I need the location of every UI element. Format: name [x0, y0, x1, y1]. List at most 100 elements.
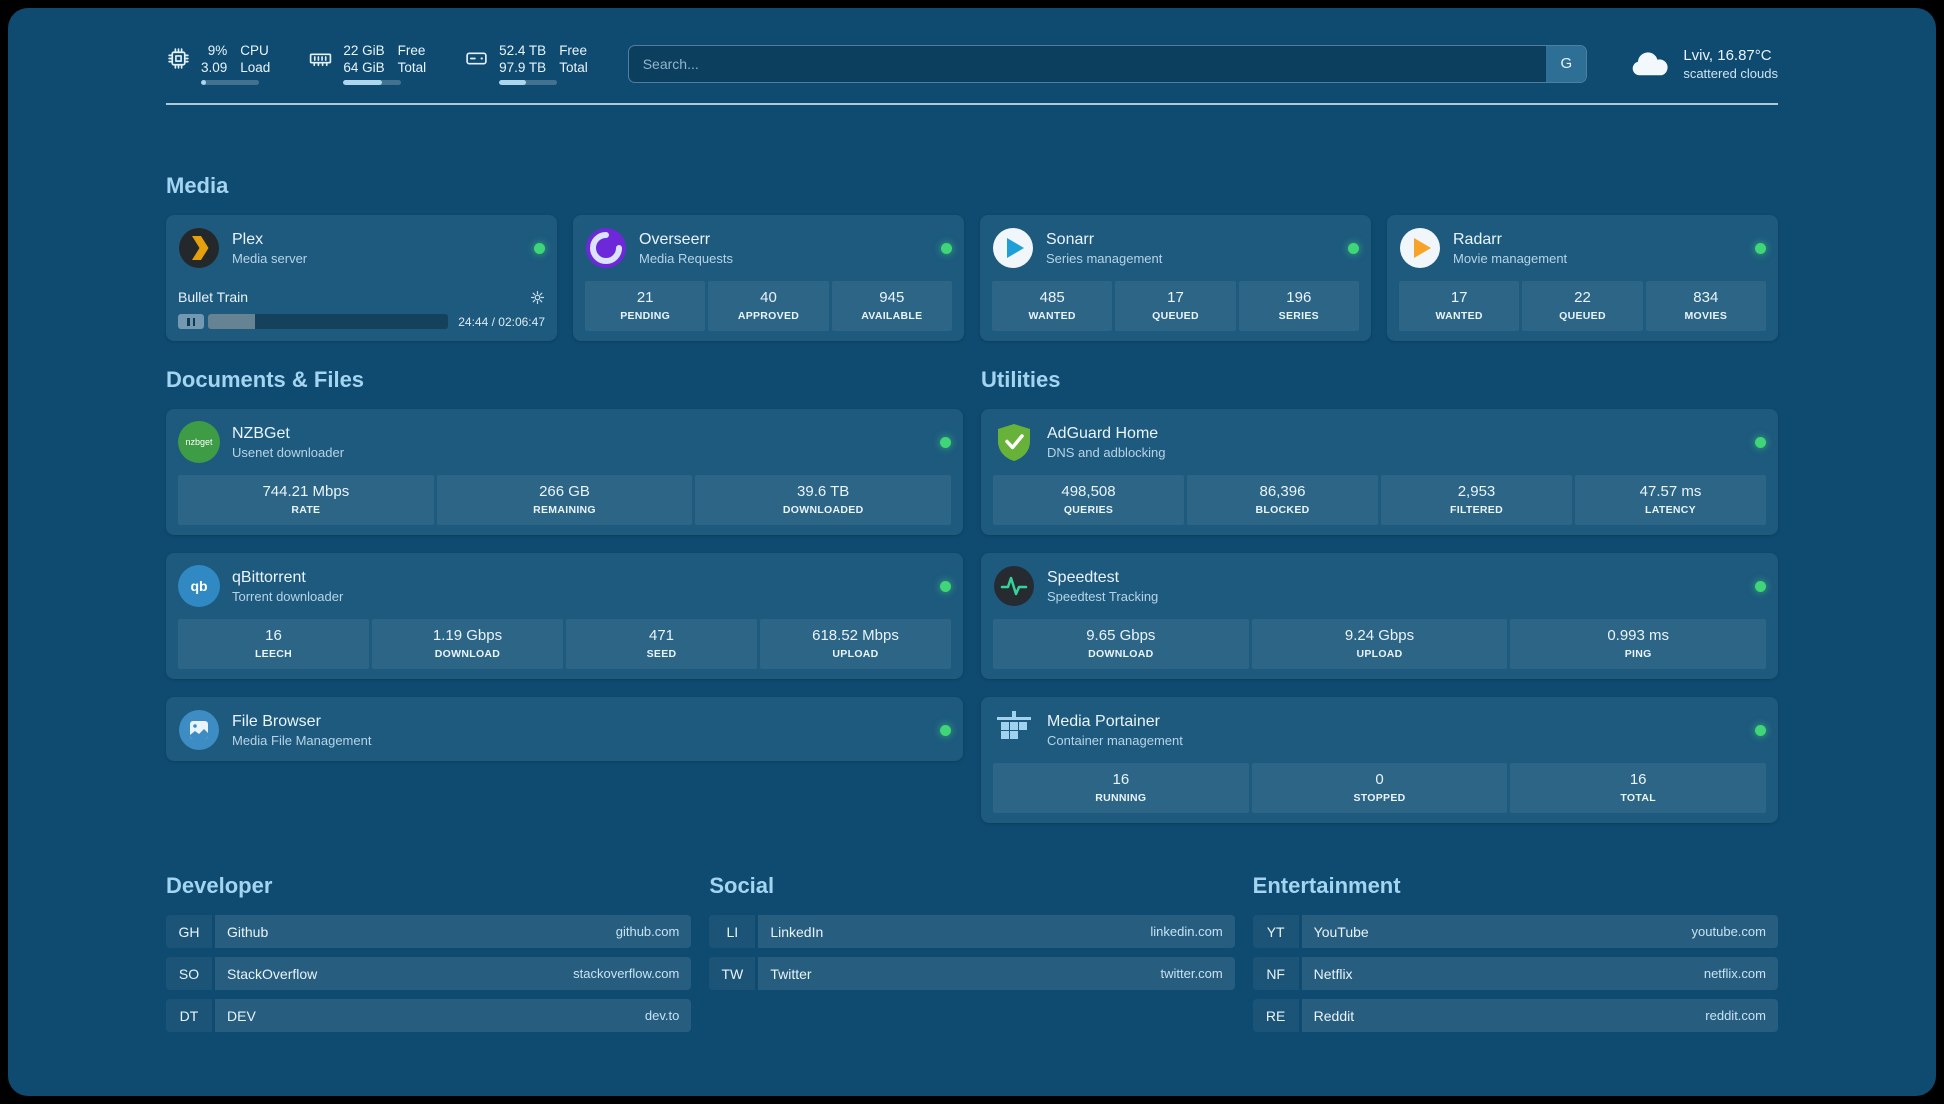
service-name: Speedtest	[1047, 568, 1120, 586]
bookmark-netflix[interactable]: NF Netflix netflix.com	[1252, 957, 1778, 990]
disk-progress-bar	[499, 80, 558, 85]
search-bar: G	[627, 44, 1588, 83]
cpu-load: 3.09	[201, 60, 228, 75]
system-widgets: 9% CPU 3.09 Load 22 GiB Free 64 GiB Tota…	[166, 42, 588, 85]
service-name: Radarr	[1453, 230, 1502, 248]
weather-location-temp: Lviv, 16.87°C	[1683, 46, 1772, 64]
filebrowser-icon	[178, 709, 220, 751]
service-card-sonarr[interactable]: Sonarr Series management 485 WANTED 17 Q…	[980, 215, 1371, 341]
bookmark-url: reddit.com	[1705, 1008, 1766, 1023]
stat-queries: 498,508 QUERIES	[993, 475, 1184, 525]
service-name: File Browser	[232, 712, 321, 730]
disk-total-label: Total	[559, 60, 588, 75]
service-name: AdGuard Home	[1047, 424, 1159, 442]
stat-total: 16 TOTAL	[1510, 763, 1767, 813]
search-provider-button[interactable]: G	[1546, 45, 1587, 82]
service-description: Torrent downloader	[232, 588, 344, 604]
service-card-radarr[interactable]: Radarr Movie management 17 WANTED 22 QUE…	[1387, 215, 1778, 341]
bookmark-url: dev.to	[644, 1008, 680, 1023]
cpu-progress-bar	[201, 80, 259, 85]
dashboard-app: 9% CPU 3.09 Load 22 GiB Free 64 GiB Tota…	[8, 8, 1936, 1096]
service-card-filebrowser[interactable]: File Browser Media File Management	[166, 697, 963, 761]
stat-running: 16 RUNNING	[993, 763, 1249, 813]
bookmark-reddit[interactable]: RE Reddit reddit.com	[1252, 999, 1778, 1032]
bookmark-url: netflix.com	[1703, 966, 1766, 981]
service-card-plex[interactable]: Plex Media server Bullet Train	[166, 215, 557, 341]
cloud-icon	[1627, 49, 1671, 79]
twitter-abbr-icon: TW	[709, 957, 756, 990]
cpu-load-label: Load	[240, 60, 271, 75]
section-utilities: Utilities AdGuard Home DNS and adblockin…	[981, 367, 1778, 823]
search-input[interactable]	[628, 45, 1547, 82]
radarr-icon	[1399, 227, 1441, 269]
disk-widget: 52.4 TB Free 97.9 TB Total	[464, 42, 588, 85]
speedtest-icon	[993, 565, 1035, 607]
status-dot	[1348, 242, 1359, 254]
pause-button[interactable]	[178, 314, 204, 329]
gear-icon[interactable]	[530, 290, 545, 305]
service-card-overseerr[interactable]: Overseerr Media Requests 21 PENDING 40 A…	[573, 215, 964, 341]
dev-abbr-icon: DT	[166, 999, 212, 1032]
service-description: Movie management	[1453, 250, 1568, 266]
service-card-portainer[interactable]: Media Portainer Container management 16 …	[981, 697, 1778, 823]
stat-rate: 744.21 Mbps RATE	[178, 475, 434, 525]
sonarr-icon	[992, 227, 1034, 269]
service-description: Usenet downloader	[232, 444, 345, 460]
service-description: Media server	[232, 250, 308, 266]
bookmark-github[interactable]: GH Github github.com	[166, 915, 692, 948]
cpu-widget: 9% CPU 3.09 Load	[166, 42, 270, 85]
status-dot	[941, 242, 952, 254]
bookmark-name: StackOverflow	[227, 965, 318, 982]
memory-total: 64 GiB	[343, 60, 385, 75]
bookmark-linkedin[interactable]: LI LinkedIn linkedin.com	[709, 915, 1235, 948]
section-media: Media Plex Media server Bullet Train	[166, 173, 1778, 341]
entertainment-group-title: Entertainment	[1252, 873, 1401, 898]
stat-remaining: 266 GB REMAINING	[436, 475, 693, 525]
playback-time: 24:44 / 02:06:47	[458, 314, 545, 329]
status-dot	[940, 436, 951, 448]
stat-wanted: 485 WANTED	[992, 281, 1113, 331]
memory-free-label: Free	[397, 43, 426, 58]
overseerr-icon	[585, 227, 627, 269]
bookmark-group-entertainment: Entertainment YT YouTube youtube.com NF …	[1252, 873, 1778, 1041]
service-card-nzbget[interactable]: nzbget NZBGet Usenet downloader 744.21 M…	[166, 409, 963, 535]
reddit-abbr-icon: RE	[1252, 999, 1299, 1032]
weather-widget[interactable]: Lviv, 16.87°C scattered clouds	[1627, 47, 1778, 81]
bookmark-name: YouTube	[1313, 923, 1369, 940]
memory-free: 22 GiB	[343, 43, 385, 58]
bookmark-twitter[interactable]: TW Twitter twitter.com	[709, 957, 1235, 990]
bookmark-dev[interactable]: DT DEV dev.to	[166, 999, 692, 1032]
disk-icon	[464, 46, 489, 71]
playback-progress-bar[interactable]	[208, 314, 449, 329]
nzbget-icon: nzbget	[178, 421, 220, 463]
stat-queued: 17 QUEUED	[1115, 281, 1236, 331]
service-description: Series management	[1046, 250, 1163, 266]
topbar-divider	[166, 103, 1778, 105]
stat-upload: 9.24 Gbps UPLOAD	[1251, 619, 1508, 669]
service-description: Container management	[1047, 732, 1183, 748]
qbittorrent-icon: qb	[178, 565, 220, 607]
stat-latency: 47.57 ms LATENCY	[1575, 475, 1766, 525]
stat-series: 196 SERIES	[1238, 281, 1359, 331]
documents-section-title: Documents & Files	[166, 367, 365, 392]
service-card-qbittorrent[interactable]: qb qBittorrent Torrent downloader 16 LEE…	[166, 553, 963, 679]
cpu-label: CPU	[240, 43, 269, 58]
status-dot	[1755, 580, 1766, 592]
bookmark-youtube[interactable]: YT YouTube youtube.com	[1252, 915, 1778, 948]
netflix-abbr-icon: NF	[1252, 957, 1299, 990]
bookmark-group-developer: Developer GH Github github.com SO StackO…	[166, 873, 692, 1041]
stat-pending: 21 PENDING	[585, 281, 706, 331]
stat-leech: 16 LEECH	[178, 619, 369, 669]
weather-condition: scattered clouds	[1683, 65, 1778, 81]
status-dot	[1755, 436, 1766, 448]
service-description: DNS and adblocking	[1047, 444, 1166, 460]
adguard-icon	[993, 421, 1035, 463]
github-abbr-icon: GH	[166, 915, 212, 948]
now-playing-title: Bullet Train	[178, 289, 249, 305]
service-name: Media Portainer	[1047, 712, 1160, 730]
service-card-speedtest[interactable]: Speedtest Speedtest Tracking 9.65 Gbps D…	[981, 553, 1778, 679]
service-card-adguard[interactable]: AdGuard Home DNS and adblocking 498,508 …	[981, 409, 1778, 535]
bookmark-stackoverflow[interactable]: SO StackOverflow stackoverflow.com	[166, 957, 692, 990]
bookmark-name: DEV	[227, 1007, 256, 1024]
